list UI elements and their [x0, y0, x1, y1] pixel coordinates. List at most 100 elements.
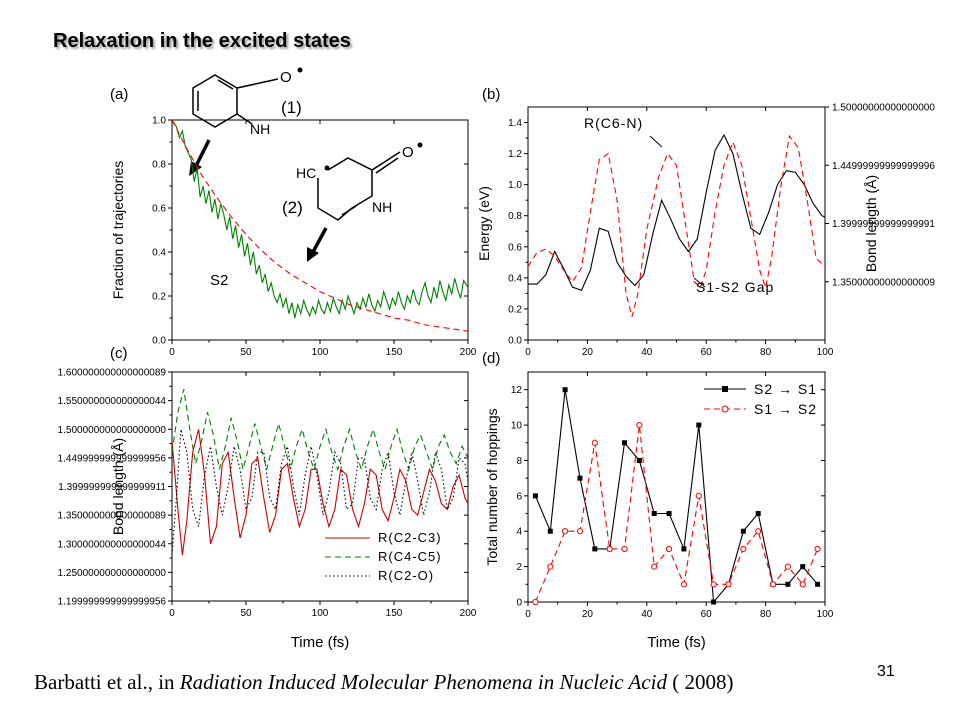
y-tick-label-a: 0.4 [152, 248, 166, 259]
data-point-circle-d [725, 581, 732, 588]
data-point-square-d [547, 528, 553, 534]
data-point-circle-d [606, 545, 613, 553]
data-point-square-d [696, 422, 702, 428]
x-tick-label-a: 50 [240, 347, 252, 358]
y2-tick-label-b: 1.50000000000000000 [832, 103, 935, 114]
y-tick-label-a: 0.8 [152, 160, 166, 171]
y2-tick-label-b: 1.35000000000000009 [832, 277, 935, 288]
data-point-circle-d [532, 598, 539, 606]
data-point-circle-d [547, 563, 554, 570]
molecule-1-label: (1) [281, 98, 302, 117]
series-line-c-0 [172, 429, 468, 556]
x-tick-label-c: 50 [240, 608, 252, 619]
y-tick-label-a: 0.0 [152, 336, 166, 347]
y-tick-label-c: 1.600000000000000089 [58, 368, 167, 379]
legend-label-c-1: R(C4-C5) [378, 549, 442, 564]
series-line-b-1 [528, 134, 825, 317]
y-tick-label-d: 8 [516, 456, 522, 467]
slide-title: Relaxation in the excited states [53, 30, 351, 52]
data-point-square-d [666, 511, 672, 517]
series-line-d-0 [534, 389, 819, 602]
x-tick-label-b: 100 [817, 347, 834, 358]
molecule-1-nh: NH [250, 121, 270, 137]
y-tick-label-c: 1.350000000000000089 [58, 511, 167, 522]
y-tick-label-d: 12 [511, 385, 523, 396]
data-point-square-d [651, 511, 657, 517]
molecule-2-nh: NH [372, 199, 392, 215]
y2-axis-label-b: Bond length (Å) [863, 175, 879, 272]
y-tick-label-c: 1.500000000000000000 [58, 425, 167, 436]
x-tick-label-a: 100 [312, 347, 329, 358]
x-tick-label-b: 0 [525, 347, 531, 358]
panel-label-b: (b) [482, 86, 500, 103]
y-tick-label-b: 0.2 [508, 304, 522, 315]
legend-label-c-2: R(C2-O) [378, 568, 434, 583]
data-point-circle-d [740, 545, 747, 553]
x-tick-label-a: 0 [169, 347, 175, 358]
series-line-c-1 [172, 389, 468, 472]
x-tick-label-b: 40 [641, 347, 653, 358]
legend-label-d-0: S2 → S1 [754, 381, 817, 397]
legend-marker-circle [721, 405, 729, 413]
data-point-square-d [740, 528, 746, 534]
plot-frame-a [171, 119, 469, 341]
y-axis-label-a: Fraction of trajectories [110, 161, 126, 300]
data-point-circle-d [680, 581, 688, 588]
annotation-gap: S1-S2 Gap [696, 279, 774, 295]
y-tick-label-b: 0.8 [508, 211, 522, 222]
y-tick-label-c: 1.300000000000000044 [58, 539, 167, 550]
y-tick-label-a: 0.6 [152, 204, 166, 215]
slide-number: 31 [877, 663, 895, 680]
chart-panel-a: 0 50 100 150 200 0.0 0.2 0.4 0.6 0.8 1.0 Fraction o… [110, 86, 477, 358]
panel-label-a: (a) [110, 86, 128, 103]
y-tick-label-c: 1.550000000000000044 [58, 396, 167, 407]
y-tick-label-d: 10 [511, 421, 523, 432]
molecule-2-hc: HC [296, 165, 316, 181]
x-tick-label-d: 20 [582, 609, 594, 620]
legend-label-c-0: R(C2-C3) [378, 530, 442, 545]
data-point-circle-d [755, 528, 762, 535]
x-axis-label-c: Time (fs) [291, 634, 350, 651]
citation: Barbatti et al., in Radiation Induced Mo… [34, 670, 733, 695]
y-tick-label-d: 6 [516, 491, 522, 502]
plot-frame-b [527, 106, 826, 341]
y-tick-label-c: 1.399999999999999911 [58, 482, 166, 493]
y2-tick-label-b: 1.44999999999999996 [832, 161, 935, 172]
citation-year: ( 2008) [666, 670, 734, 694]
data-point-circle-d [562, 528, 569, 535]
annotation-r-c6-n: R(C6-N) [584, 115, 643, 131]
y2-tick-label-b: 1.39999999999999991 [832, 219, 935, 230]
y-tick-label-a: 0.2 [152, 292, 166, 303]
data-point-circle-d [665, 545, 673, 553]
data-point-square-d [532, 493, 538, 499]
molecule-2-structure [317, 151, 401, 221]
panel-label-d: (d) [482, 350, 500, 367]
y-tick-label-d: 0 [516, 598, 522, 609]
y-tick-label-c: 1.199999999999999956 [58, 597, 167, 608]
x-tick-label-d: 100 [817, 609, 834, 620]
data-point-square-d [815, 581, 821, 587]
data-point-circle-d [621, 545, 628, 553]
x-tick-label-a: 200 [460, 347, 477, 358]
y-tick-label-b: 1.0 [508, 180, 522, 191]
x-tick-label-d: 0 [525, 609, 531, 620]
molecule-1-radical-dot [297, 67, 303, 73]
molecule-1-o: O [280, 69, 292, 86]
chart-panel-b: 0 20 40 60 80 100 0.0 0.2 0.4 0.6 0.8 1.0 1.2 1.4 1.35… [476, 86, 935, 358]
data-point-square-d [622, 440, 628, 446]
data-point-circle-d [814, 545, 821, 553]
arrow-molecule-2-head [307, 247, 319, 262]
data-point-square-d [577, 475, 583, 481]
citation-authors: Barbatti et al., in [34, 670, 180, 694]
chart-panel-c: 0 50 100 150 200 1.199999999999999956 1.250000… [58, 345, 477, 651]
series-line-b-0 [528, 133, 825, 291]
x-tick-label-d: 60 [701, 609, 713, 620]
data-point-square-d [636, 457, 642, 463]
x-tick-label-c: 100 [312, 608, 329, 619]
legend-label-d-1: S1 → S2 [754, 401, 817, 417]
annotation-s2: S2 [210, 272, 228, 289]
data-point-square-d [800, 564, 806, 570]
data-point-circle-d [591, 439, 598, 446]
series-line-d-1 [534, 425, 819, 602]
